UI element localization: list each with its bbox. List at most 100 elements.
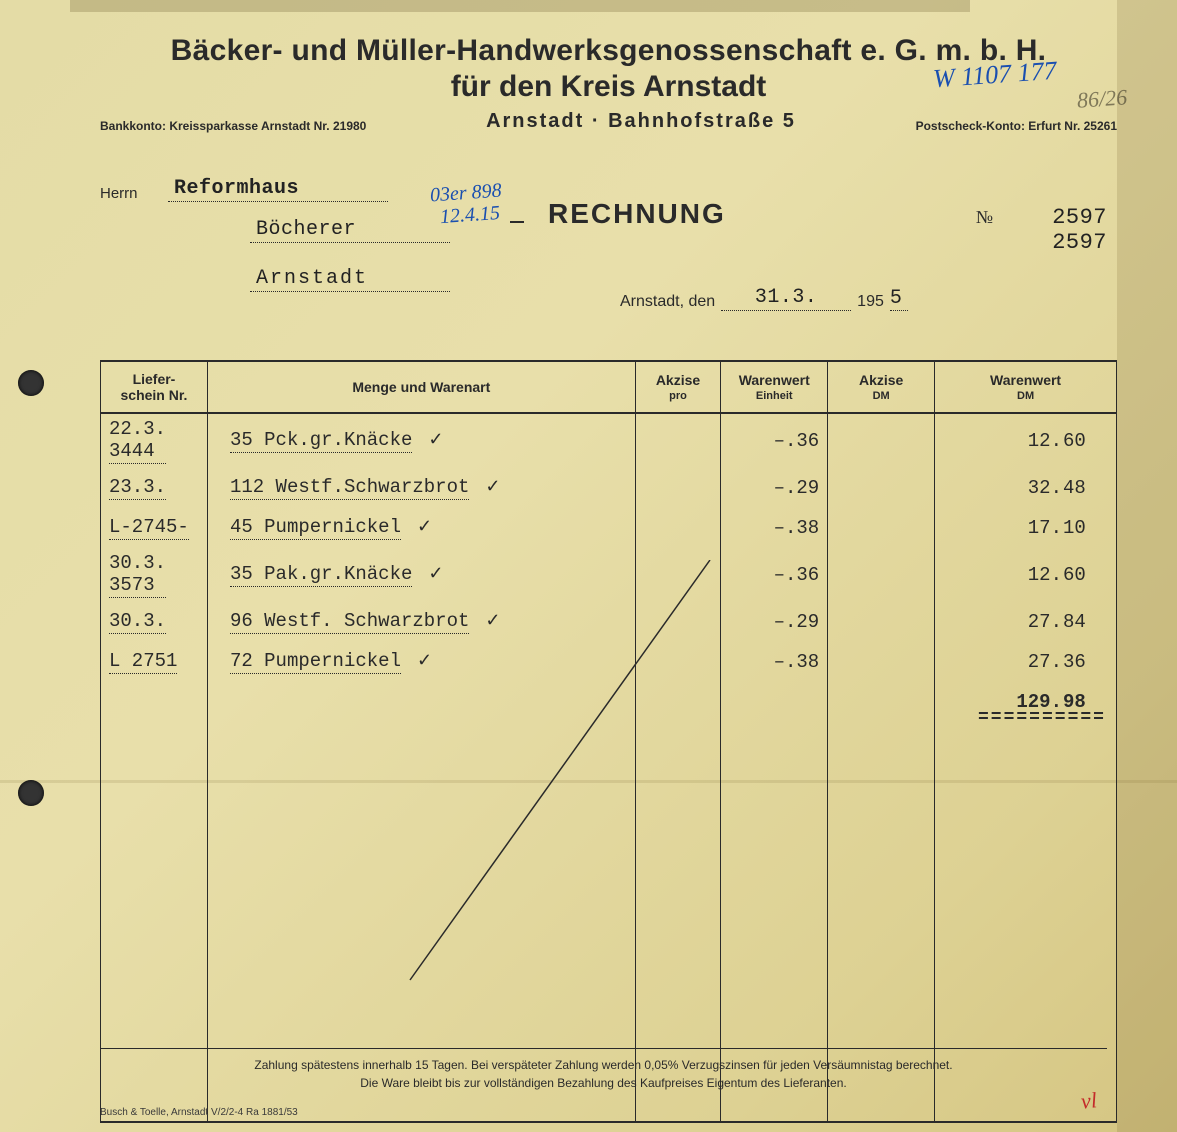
postcheck-text: Postscheck-Konto: Erfurt Nr. 25261 (916, 119, 1117, 133)
cell-description: 72 Pumpernickel✓ (207, 642, 635, 682)
table-row: 22.3. 344435 Pck.gr.Knäcke✓–.3612.60 (101, 413, 1117, 468)
checkmark-icon: ✓ (485, 476, 500, 496)
table-blank-row (101, 842, 1117, 882)
table-total-row: 129.98 (101, 682, 1117, 722)
table-blank-row (101, 722, 1117, 762)
cell-empty (935, 922, 1117, 962)
table-header-row: Liefer- schein Nr. Menge und Warenart Ak… (101, 361, 1117, 413)
cell-empty (207, 762, 635, 802)
cell-akzise-unit (635, 642, 721, 682)
cell-empty (635, 882, 721, 922)
cell-empty (828, 1002, 935, 1042)
cell-empty (101, 722, 208, 762)
cell-empty (828, 842, 935, 882)
invoice-page: Bäcker- und Müller-Handwerksgenossenscha… (0, 0, 1177, 1132)
cell-line-total: 12.60 (935, 413, 1117, 468)
invoice-table: Liefer- schein Nr. Menge und Warenart Ak… (100, 360, 1117, 1123)
footer-block: Zahlung spätestens innerhalb 15 Tagen. B… (100, 1048, 1107, 1092)
cell-line-total: 32.48 (935, 468, 1117, 508)
checkmark-icon: ✓ (417, 516, 432, 536)
cell-unit-price: –.38 (721, 642, 828, 682)
cell-line-total: 12.60 (935, 548, 1117, 602)
table-row: L-2745-45 Pumpernickel✓–.3817.10 (101, 508, 1117, 548)
place-label: Arnstadt, den (620, 293, 715, 311)
table-blank-row (101, 802, 1117, 842)
cell-empty (721, 802, 828, 842)
table-blank-row (101, 882, 1117, 922)
cell-lieferschein: L-2745- (101, 508, 208, 548)
cell-line-total: 27.36 (935, 642, 1117, 682)
cell-description: 112 Westf.Schwarzbrot✓ (207, 468, 635, 508)
table-row: 30.3.96 Westf. Schwarzbrot✓–.2927.84 (101, 602, 1117, 642)
cell-akzise-unit (635, 548, 721, 602)
cell-empty (935, 802, 1117, 842)
cell-empty (721, 922, 828, 962)
table-row: 23.3.112 Westf.Schwarzbrot✓–.2932.48 (101, 468, 1117, 508)
table-row: L 275172 Pumpernickel✓ –.38 27.36 (101, 642, 1117, 682)
cell-lieferschein: L 2751 (101, 642, 208, 682)
th-akzise-unit: Akzisepro (635, 361, 721, 413)
cell-unit-price: –.29 (721, 468, 828, 508)
cell-description: 45 Pumpernickel✓ (207, 508, 635, 548)
cell-empty (635, 762, 721, 802)
table-blank-row (101, 762, 1117, 802)
checkmark-icon: ✓ (485, 610, 500, 630)
cell-empty (935, 1002, 1117, 1042)
handwritten-note-blue-3: 12.4.15 (439, 202, 500, 229)
checkmark-icon: ✓ (428, 563, 443, 583)
cell-empty (721, 762, 828, 802)
th-menge-warenart: Menge und Warenart (207, 361, 635, 413)
cell-akzise-dm (828, 642, 935, 682)
table-row: 30.3. 357335 Pak.gr.Knäcke✓–.3612.60 (101, 548, 1117, 602)
recipient-name: Reformhaus (168, 177, 388, 202)
cell-empty (207, 682, 635, 722)
cell-akzise-dm (828, 548, 935, 602)
footer-line1: Zahlung spätestens innerhalb 15 Tagen. B… (100, 1057, 1107, 1074)
cell-empty (721, 842, 828, 882)
cell-empty (635, 922, 721, 962)
rechnung-label: RECHNUNG (548, 198, 726, 230)
th-warenwert-unit: WarenwertEinheit (721, 361, 828, 413)
cell-akzise-unit (635, 413, 721, 468)
invoice-number-1: 2597 (1017, 205, 1107, 230)
cell-description: 35 Pak.gr.Knäcke✓ (207, 548, 635, 602)
cell-empty (828, 682, 935, 722)
bank-account-text: Bankkonto: Kreissparkasse Arnstadt Nr. 2… (100, 119, 366, 133)
checkmark-icon: ✓ (417, 650, 432, 670)
cell-empty (101, 1002, 208, 1042)
cell-empty (721, 722, 828, 762)
cell-description: 96 Westf. Schwarzbrot✓ (207, 602, 635, 642)
cell-empty (101, 762, 208, 802)
cell-line-total: 27.84 (935, 602, 1117, 642)
herrn-label: Herrn (100, 185, 148, 202)
cell-description: 35 Pck.gr.Knäcke✓ (207, 413, 635, 468)
cell-empty (828, 922, 935, 962)
cell-empty (935, 842, 1117, 882)
handwritten-note-red: vl (1080, 1087, 1099, 1115)
cell-empty (828, 762, 935, 802)
company-address: Arnstadt · Bahnhofstraße 5 (486, 110, 796, 133)
cell-empty (635, 722, 721, 762)
cell-akzise-unit (635, 508, 721, 548)
cell-empty (635, 842, 721, 882)
cell-unit-price: –.36 (721, 548, 828, 602)
cell-empty (635, 802, 721, 842)
table-body: 22.3. 344435 Pck.gr.Knäcke✓–.3612.6023.3… (101, 413, 1117, 1122)
cell-empty (101, 802, 208, 842)
cell-grand-total: 129.98 (935, 682, 1117, 722)
cell-empty (828, 802, 935, 842)
th-akzise-dm: AkziseDM (828, 361, 935, 413)
invoice-date: 31.3. (721, 286, 851, 311)
cell-empty (101, 962, 208, 1002)
cell-akzise-unit (635, 468, 721, 508)
cell-empty (101, 882, 208, 922)
th-warenwert-dm: WarenwertDM (935, 361, 1117, 413)
cell-empty (721, 1002, 828, 1042)
cell-akzise-dm (828, 508, 935, 548)
cell-akzise-dm (828, 602, 935, 642)
cell-empty (101, 682, 208, 722)
cell-empty (207, 842, 635, 882)
checkmark-icon: ✓ (428, 429, 443, 449)
recipient-line2: Böcherer (250, 218, 450, 243)
invoice-date-row: Arnstadt, den 31.3. 195 5 (620, 286, 1107, 311)
